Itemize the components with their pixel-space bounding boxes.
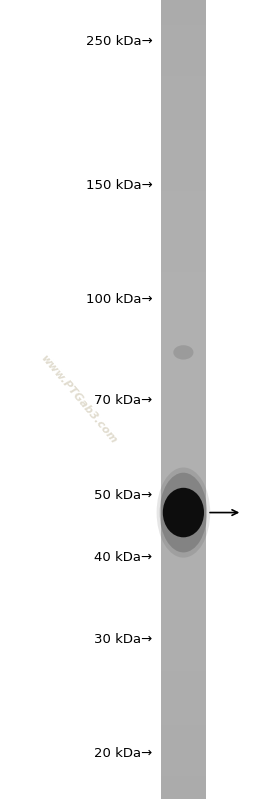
Text: 100 kDa→: 100 kDa→	[86, 293, 153, 306]
Text: 250 kDa→: 250 kDa→	[86, 35, 153, 48]
Ellipse shape	[157, 467, 210, 558]
Text: 30 kDa→: 30 kDa→	[94, 633, 153, 646]
Text: 150 kDa→: 150 kDa→	[86, 179, 153, 193]
Ellipse shape	[163, 488, 204, 538]
Ellipse shape	[160, 473, 207, 552]
Text: 20 kDa→: 20 kDa→	[94, 747, 153, 760]
Text: 40 kDa→: 40 kDa→	[94, 551, 153, 564]
Text: 70 kDa→: 70 kDa→	[94, 394, 153, 407]
Bar	[161, 0, 206, 799]
Text: www.PTGab3.com: www.PTGab3.com	[38, 353, 118, 446]
Text: 50 kDa→: 50 kDa→	[94, 489, 153, 502]
Ellipse shape	[173, 345, 193, 360]
